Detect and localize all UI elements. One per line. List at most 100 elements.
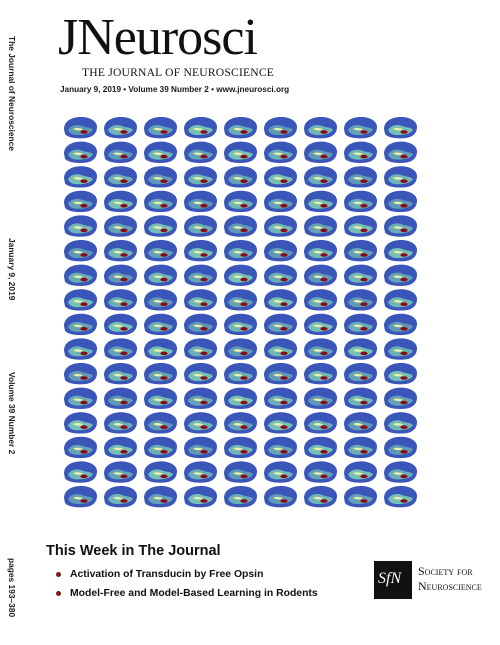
brain-surface	[344, 461, 377, 483]
brain-surface	[384, 461, 417, 483]
this-week-heading: This Week in The Journal	[46, 543, 221, 559]
brain-surface	[304, 289, 337, 311]
brain-surface	[384, 363, 417, 385]
brain-surface	[64, 289, 97, 311]
brain-surface	[304, 486, 337, 508]
brain-surface	[64, 141, 97, 163]
brain-surface	[264, 436, 297, 459]
brain-surface	[184, 461, 217, 483]
brain-surface	[64, 190, 97, 213]
brain-surface	[264, 166, 297, 188]
brain-surface	[344, 363, 377, 385]
brain-surface	[64, 412, 97, 434]
brain-surface	[144, 363, 177, 385]
brain-surface	[64, 166, 97, 188]
brain-surface	[184, 141, 217, 163]
spine-volume: Volume 39 Number 2	[7, 372, 17, 455]
brain-surface	[184, 289, 217, 311]
brain-surface	[184, 387, 217, 409]
brain-surface	[304, 215, 337, 237]
brain-surface	[344, 190, 377, 213]
brain-surface	[344, 436, 377, 459]
brain-surface	[144, 141, 177, 163]
brain-surface	[264, 363, 297, 385]
brain-surface	[384, 436, 417, 459]
brain-surface	[264, 387, 297, 409]
brain-surface	[184, 215, 217, 237]
brain-surface	[104, 141, 137, 163]
brain-surface	[184, 486, 217, 508]
brain-surface	[64, 264, 97, 286]
spine-journal-title: The Journal of Neuroscience	[7, 36, 17, 151]
brain-surface	[64, 215, 97, 237]
brain-surface	[224, 486, 257, 508]
brain-surface	[344, 215, 377, 237]
brain-surface	[104, 461, 137, 483]
brain-surface	[304, 338, 337, 360]
brain-surface	[144, 412, 177, 434]
brain-surface	[384, 338, 417, 360]
brain-surface	[104, 387, 137, 409]
brain-surface	[304, 313, 337, 336]
brain-surface	[344, 141, 377, 163]
brain-surface	[224, 264, 257, 286]
brain-surface	[144, 313, 177, 336]
brain-surface	[304, 412, 337, 434]
highlight-item[interactable]: Activation of Transducin by Free Opsin	[56, 565, 318, 584]
brain-surface	[224, 387, 257, 409]
brain-surface	[304, 141, 337, 163]
brain-surface	[104, 338, 137, 360]
bullet-icon	[56, 591, 61, 596]
brain-surface	[64, 486, 97, 508]
brain-surface	[104, 289, 137, 311]
brain-surface	[144, 436, 177, 459]
brain-surface	[304, 190, 337, 213]
brain-surface	[264, 313, 297, 336]
masthead: JNeurosci THE JOURNAL OF NEUROSCIENCE Ja…	[58, 9, 290, 95]
issue-line: January 9, 2019 • Volume 39 Number 2 • w…	[60, 85, 290, 94]
brain-surface	[104, 313, 137, 336]
brain-surface	[224, 363, 257, 385]
brain-surface	[224, 313, 257, 336]
brain-surface	[304, 363, 337, 385]
brain-surface	[224, 141, 257, 163]
brain-surface	[264, 289, 297, 311]
brain-surface	[104, 117, 137, 139]
spine-pages: pages 193–380	[7, 558, 17, 618]
brain-surface	[264, 461, 297, 483]
brain-surface	[144, 264, 177, 286]
brain-surface	[304, 264, 337, 286]
highlight-item[interactable]: Model-Free and Model-Based Learning in R…	[56, 584, 318, 603]
brain-surface	[384, 387, 417, 409]
brain-surface	[184, 117, 217, 139]
brain-surface	[104, 215, 137, 237]
brain-surface	[384, 117, 417, 139]
brain-surface	[304, 117, 337, 139]
brain-surface	[384, 289, 417, 311]
brain-surface	[344, 486, 377, 508]
brain-surface	[224, 412, 257, 434]
highlight-text: Activation of Transducin by Free Opsin	[70, 569, 264, 580]
brain-surface	[344, 240, 377, 262]
brain-surface	[64, 240, 97, 262]
brain-surface	[144, 166, 177, 188]
brain-surface	[64, 117, 97, 139]
brain-surface	[64, 387, 97, 409]
brain-surface	[224, 338, 257, 360]
brain-surface	[144, 338, 177, 360]
brain-surface	[104, 436, 137, 459]
brain-surface	[184, 264, 217, 286]
brain-surface	[264, 215, 297, 237]
journal-logo: JNeurosci	[58, 9, 258, 66]
brain-surface	[144, 240, 177, 262]
brain-surface	[104, 190, 137, 213]
brain-surface	[64, 461, 97, 483]
brain-surface	[224, 240, 257, 262]
brain-surface	[384, 412, 417, 434]
brain-surface	[184, 190, 217, 213]
society-name: Society for Neuroscience	[418, 564, 482, 593]
brain-surface	[184, 313, 217, 336]
brain-surface	[64, 436, 97, 459]
brain-surface	[144, 215, 177, 237]
brain-surface	[224, 461, 257, 483]
